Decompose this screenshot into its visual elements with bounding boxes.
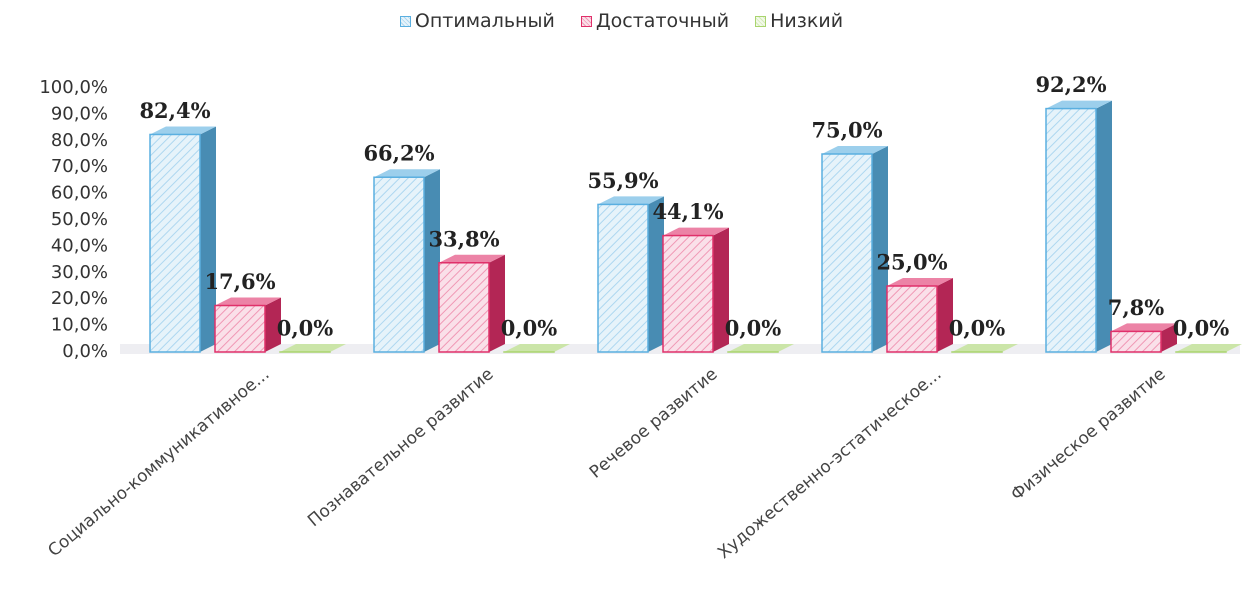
y-tick-label: 70,0%	[51, 156, 108, 177]
bar	[374, 177, 424, 352]
bar	[150, 134, 200, 352]
value-label: 25,0%	[876, 250, 947, 275]
y-tick-label: 30,0%	[51, 262, 108, 283]
value-label: 33,8%	[428, 226, 499, 251]
y-tick-label: 90,0%	[51, 103, 108, 124]
value-label: 0,0%	[725, 316, 782, 341]
bar	[439, 263, 489, 352]
value-label: 0,0%	[501, 316, 558, 341]
legend-label: Оптимальный	[415, 10, 555, 32]
x-tick-label: Социально-коммуникативное...	[44, 364, 273, 561]
value-label: 92,2%	[1035, 72, 1106, 97]
value-label: 0,0%	[277, 316, 334, 341]
x-tick-label: Речевое развитие	[586, 364, 722, 482]
y-tick-label: 100,0%	[39, 77, 108, 98]
legend-item: Достаточный	[581, 10, 729, 32]
value-label: 82,4%	[139, 98, 210, 123]
legend-label: Достаточный	[596, 10, 729, 32]
bar-side	[200, 126, 216, 352]
legend-item: Оптимальный	[400, 10, 555, 32]
y-tick-label: 80,0%	[51, 130, 108, 151]
value-label: 44,1%	[652, 199, 723, 224]
value-label: 55,9%	[587, 168, 658, 193]
y-tick-label: 0,0%	[62, 341, 108, 362]
value-label: 66,2%	[363, 141, 434, 166]
value-label: 0,0%	[949, 316, 1006, 341]
bar	[598, 204, 648, 352]
x-tick-label: Физическое развитие	[1007, 364, 1169, 505]
value-label: 7,8%	[1108, 295, 1165, 320]
bar-side	[424, 169, 440, 352]
x-tick-label: Художественно-эстатическое...	[714, 364, 945, 563]
x-tick-label: Познавательное развитие	[304, 364, 497, 531]
value-label: 17,6%	[204, 269, 275, 294]
legend: Оптимальный Достаточный Низкий	[0, 10, 1243, 32]
y-tick-label: 20,0%	[51, 288, 108, 309]
legend-swatch	[581, 16, 592, 27]
y-tick-label: 40,0%	[51, 235, 108, 256]
y-tick-label: 50,0%	[51, 209, 108, 230]
legend-item: Низкий	[755, 10, 843, 32]
bar	[887, 286, 937, 352]
value-label: 75,0%	[811, 118, 882, 143]
bar	[215, 306, 265, 352]
value-label: 0,0%	[1173, 316, 1230, 341]
y-tick-label: 60,0%	[51, 183, 108, 204]
y-tick-label: 10,0%	[51, 315, 108, 336]
legend-label: Низкий	[770, 10, 843, 32]
bar	[1111, 331, 1161, 352]
legend-swatch	[755, 16, 766, 27]
bar	[663, 236, 713, 352]
bar	[822, 154, 872, 352]
legend-swatch	[400, 16, 411, 27]
bar	[1046, 109, 1096, 352]
